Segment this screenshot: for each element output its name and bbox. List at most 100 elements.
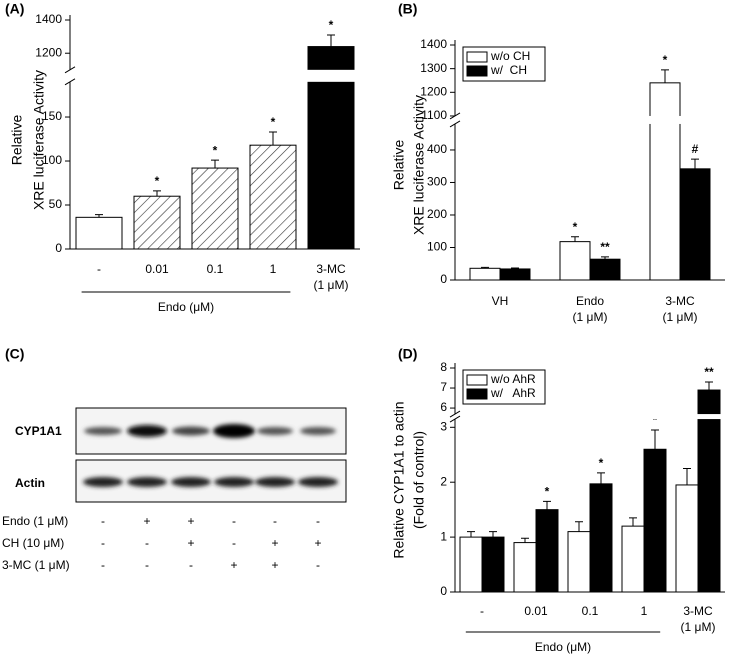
significance-mark: * (599, 456, 604, 470)
error-bar (661, 69, 669, 83)
treatment-sign: - (273, 514, 277, 528)
y-tick-label: 1100 (421, 108, 447, 122)
y-tick-label: 0 (55, 241, 62, 255)
y-tick-label: 1400 (420, 37, 447, 51)
bar (133, 195, 181, 250)
bar (469, 267, 501, 281)
bar (589, 483, 613, 593)
y-tick-label: 1200 (420, 84, 447, 98)
treatment-sign: - (316, 514, 320, 528)
bar (697, 389, 721, 593)
group-label: Endo (μM) (158, 300, 214, 314)
treatment-sign: - (232, 536, 236, 550)
axis-break-gap (449, 414, 725, 420)
y-tick-label: 2 (440, 474, 447, 488)
x-tick-label: 0.01 (145, 262, 169, 276)
chart-panel: (B)Relative XRE luciferase Activity ****#0… (391, 1, 725, 286)
x-tick-label: 3-MC (1 μM) (663, 294, 698, 324)
error-bar (651, 429, 659, 450)
x-tick-label: - (480, 604, 484, 618)
treatment-sign: - (189, 558, 193, 572)
panel-label: (C) (5, 346, 24, 362)
x-tick-label: 1 (641, 604, 648, 618)
bar (589, 258, 621, 281)
chart-panel: (A) Relative XRE luciferase Activity * * * * 0 5… (5, 1, 360, 314)
significance-mark: ** (704, 365, 714, 379)
axis-break (64, 66, 76, 86)
treatment-sign: + (271, 558, 278, 572)
x-tick-label: 1 (270, 262, 277, 276)
error-bar (629, 517, 637, 527)
y-tick-label: 6 (440, 400, 447, 414)
y-axis-label: XRE luciferase Activity (411, 95, 427, 235)
y-tick-label: 300 (427, 175, 447, 189)
error-bar (575, 521, 583, 532)
treatment-sign: - (145, 536, 149, 550)
treatment-sign: + (230, 558, 237, 572)
y-axis-label: (Fold of control) (411, 431, 427, 529)
y-tick-label: 100 (42, 153, 62, 167)
bar (559, 241, 591, 281)
x-tick-label: 3-MC (1 μM) (681, 604, 716, 634)
significance-mark: * (573, 220, 578, 234)
bar (459, 536, 483, 593)
bar (643, 448, 667, 593)
y-tick-label: 8 (440, 360, 447, 374)
x-tick-label: 0.1 (582, 604, 599, 618)
y-tick-label: 0 (440, 584, 447, 598)
error-bar (543, 500, 551, 510)
x-tick-label: 0.01 (524, 604, 548, 618)
treatment-sign: + (187, 514, 194, 528)
treatment-sign: + (314, 536, 321, 550)
bands (83, 424, 338, 487)
bar (675, 484, 699, 593)
legend-label: w/ CH (490, 63, 527, 77)
error-bar (95, 214, 103, 218)
y-axis-label: Relative CYP1A1 to actin (391, 401, 407, 558)
y-axis-label: XRE luciferase Activity (31, 70, 47, 210)
significance-mark: * (213, 143, 218, 157)
error-bar (211, 159, 219, 169)
y-tick-label: 50 (49, 197, 63, 211)
legend-swatch (466, 374, 488, 386)
bar (499, 268, 531, 281)
significance-mark: * (329, 18, 334, 32)
error-bar (511, 267, 519, 269)
group-label: Endo (μM) (535, 640, 591, 654)
y-tick-label: 100 (427, 240, 447, 254)
bar (535, 509, 559, 593)
blot-panel: (C) CYP1A1 Actin (5, 346, 347, 503)
error-bar (327, 34, 335, 47)
axis-break-gap (64, 69, 360, 82)
error-bar (521, 537, 529, 543)
significance-mark: * (653, 413, 658, 427)
error-bar (571, 236, 579, 242)
legend-swatch (466, 51, 488, 63)
significance-mark: * (155, 174, 160, 188)
y-tick-label: 400 (427, 142, 447, 156)
error-bar (467, 531, 475, 538)
treatment-label: CH (10 μM) (2, 536, 64, 550)
treatment-sign: - (101, 558, 105, 572)
x-tick-label: - (97, 262, 101, 276)
y-tick-label: 200 (427, 207, 447, 221)
axis-break-gap (449, 115, 725, 124)
y-tick-label: 1400 (35, 12, 62, 26)
error-bar (601, 256, 609, 260)
treatment-sign: - (232, 514, 236, 528)
x-tick-label: 3-MC (1 μM) (314, 262, 349, 292)
error-bar (269, 131, 277, 146)
treatment-sign: + (271, 536, 278, 550)
treatment-sign: - (101, 536, 105, 550)
y-tick-label: 1200 (35, 45, 62, 59)
y-tick-label: 150 (42, 109, 62, 123)
treatment-label: Endo (1 μM) (2, 514, 68, 528)
chart-panel: (D) Relative CYP1A1 to actin (Fold of cont… (391, 346, 725, 654)
panel-label: (A) (5, 1, 24, 17)
treatment-sign: - (316, 558, 320, 572)
treatment-sign: + (143, 514, 150, 528)
panel-label: (D) (398, 346, 417, 362)
bar (679, 168, 711, 281)
error-bar (683, 467, 691, 485)
